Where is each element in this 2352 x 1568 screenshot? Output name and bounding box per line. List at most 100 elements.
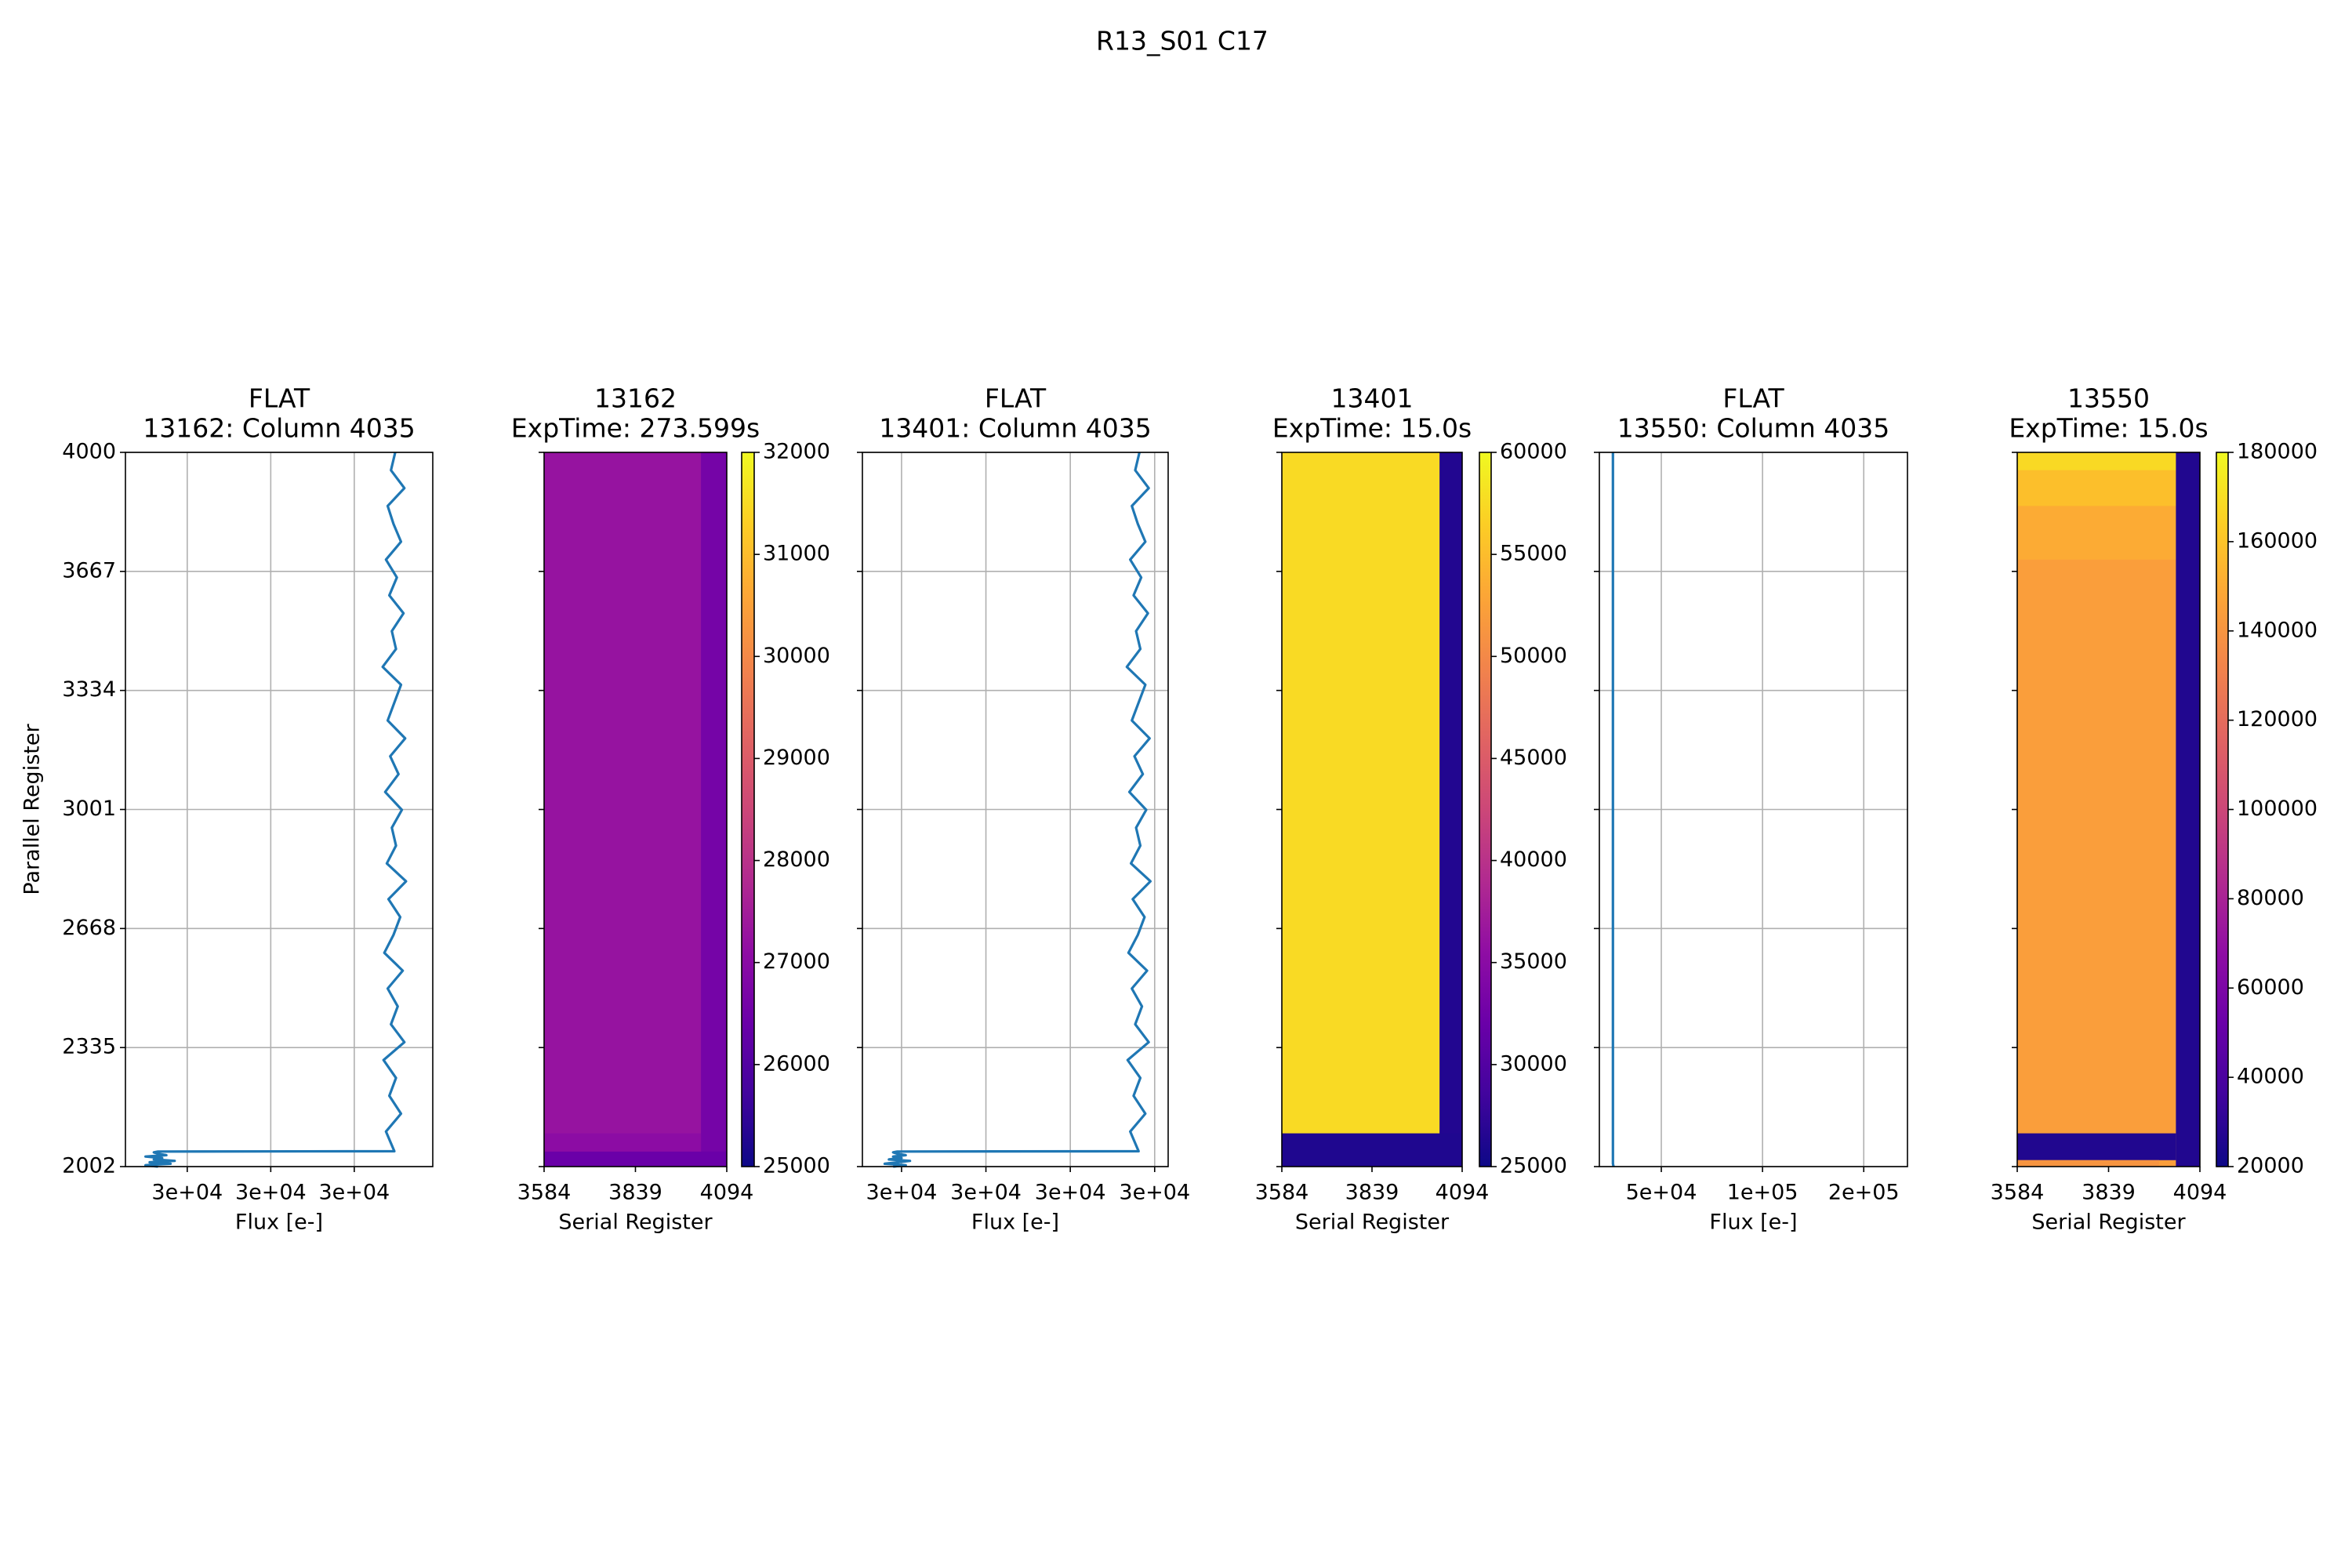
image-region xyxy=(544,452,727,1167)
x-tick-label: 3839 xyxy=(1345,1181,1399,1205)
x-tick-label: 3e+04 xyxy=(318,1181,390,1205)
colorbar xyxy=(1479,452,1492,1167)
x-tick-label: 3e+04 xyxy=(1119,1181,1190,1205)
image-region xyxy=(701,452,727,1167)
x-axis-label: Serial Register xyxy=(1295,1210,1450,1235)
panel-title: 13550 xyxy=(2067,383,2150,414)
y-tick-label: 2668 xyxy=(62,916,116,940)
y-tick-label: 2335 xyxy=(62,1035,116,1059)
colorbar-tick-label: 31000 xyxy=(763,542,830,566)
x-axis-label: Serial Register xyxy=(558,1210,713,1235)
colorbar-tick-label: 20000 xyxy=(2237,1154,2304,1178)
axes-frame xyxy=(1599,452,1908,1167)
y-tick-label: 3334 xyxy=(62,677,116,702)
image-region xyxy=(2017,1160,2159,1167)
colorbar-tick-label: 40000 xyxy=(1500,848,1567,872)
panel-subtitle: ExpTime: 273.599s xyxy=(511,413,760,444)
colorbar-tick-label: 60000 xyxy=(2237,975,2304,1000)
colorbar-tick-label: 25000 xyxy=(1500,1154,1567,1178)
x-tick-label: 3e+04 xyxy=(151,1181,223,1205)
image-region xyxy=(2017,452,2200,1167)
x-tick-label: 4094 xyxy=(1436,1181,1490,1205)
colorbar-tick-label: 120000 xyxy=(2237,707,2318,731)
x-tick-label: 3839 xyxy=(608,1181,662,1205)
y-axis-label: Parallel Register xyxy=(20,724,45,895)
image-region xyxy=(2176,452,2200,1167)
x-tick-label: 5e+04 xyxy=(1626,1181,1697,1205)
panel-subtitle: 13162: Column 4035 xyxy=(143,413,415,444)
x-tick-label: 3e+04 xyxy=(235,1181,307,1205)
y-tick-label: 4000 xyxy=(62,440,116,464)
colorbar-tick-label: 50000 xyxy=(1500,644,1567,668)
image-region xyxy=(1282,452,1462,1167)
x-tick-label: 3e+04 xyxy=(866,1181,938,1205)
x-tick-label: 3e+04 xyxy=(950,1181,1022,1205)
x-tick-label: 3584 xyxy=(1255,1181,1309,1205)
image-region xyxy=(544,1151,727,1167)
colorbar xyxy=(741,452,755,1167)
colorbar-tick-label: 60000 xyxy=(1500,440,1567,464)
x-tick-label: 3e+04 xyxy=(1035,1181,1106,1205)
x-tick-label: 3584 xyxy=(1991,1181,2045,1205)
colorbar-tick-label: 32000 xyxy=(763,440,830,464)
colorbar xyxy=(2216,452,2229,1167)
panel-title: 13162 xyxy=(594,383,677,414)
image-region xyxy=(1282,1133,1462,1167)
axes-frame xyxy=(1281,452,1463,1167)
image-region xyxy=(2017,452,2200,470)
colorbar-tick-label: 80000 xyxy=(2237,886,2304,910)
panel-subtitle: 13550: Column 4035 xyxy=(1617,413,1889,444)
axes-frame xyxy=(862,452,1169,1167)
x-tick-label: 4094 xyxy=(700,1181,754,1205)
axes-frame xyxy=(2016,452,2201,1167)
x-tick-label: 2e+05 xyxy=(1828,1181,1900,1205)
colorbar-tick-label: 35000 xyxy=(1500,949,1567,974)
colorbar-tick-label: 25000 xyxy=(763,1154,830,1178)
panel-subtitle: 13401: Column 4035 xyxy=(879,413,1151,444)
image-region xyxy=(2017,506,2200,560)
colorbar-tick-label: 100000 xyxy=(2237,797,2318,821)
figure-title: R13_S01 C17 xyxy=(1096,26,1269,56)
x-axis-label: Flux [e-] xyxy=(971,1210,1059,1235)
x-axis-label: Serial Register xyxy=(2031,1210,2186,1235)
colorbar-tick-label: 55000 xyxy=(1500,542,1567,566)
colorbar-tick-label: 45000 xyxy=(1500,746,1567,770)
panel-subtitle: ExpTime: 15.0s xyxy=(1272,413,1472,444)
image-region xyxy=(544,1133,702,1152)
y-tick-label: 3001 xyxy=(62,797,116,821)
x-axis-label: Flux [e-] xyxy=(235,1210,323,1235)
x-tick-label: 3839 xyxy=(2082,1181,2136,1205)
colorbar-tick-label: 30000 xyxy=(763,644,830,668)
panel-subtitle: ExpTime: 15.0s xyxy=(2009,413,2208,444)
colorbar-tick-label: 27000 xyxy=(763,949,830,974)
image-region xyxy=(2017,470,2200,506)
x-tick-label: 3584 xyxy=(517,1181,572,1205)
axes-frame xyxy=(125,452,434,1167)
profile-line xyxy=(144,452,408,1168)
x-tick-label: 4094 xyxy=(2173,1181,2227,1205)
colorbar-tick-label: 160000 xyxy=(2237,528,2318,553)
x-tick-label: 1e+05 xyxy=(1727,1181,1798,1205)
y-tick-label: 3667 xyxy=(62,558,116,583)
panel-title: FLAT xyxy=(1722,383,1784,414)
colorbar-tick-label: 40000 xyxy=(2237,1065,2304,1089)
colorbar-tick-label: 140000 xyxy=(2237,618,2318,642)
panel-title: FLAT xyxy=(249,383,310,414)
colorbar-tick-label: 29000 xyxy=(763,746,830,770)
image-region xyxy=(1439,452,1462,1167)
colorbar-tick-label: 26000 xyxy=(763,1051,830,1076)
colorbar-tick-label: 180000 xyxy=(2237,440,2318,464)
colorbar-tick-label: 30000 xyxy=(1500,1051,1567,1076)
y-tick-label: 2002 xyxy=(62,1154,116,1178)
panel-title: 13401 xyxy=(1331,383,1414,414)
profile-line xyxy=(883,452,1152,1168)
panel-title: FLAT xyxy=(985,383,1047,414)
x-axis-label: Flux [e-] xyxy=(1709,1210,1797,1235)
